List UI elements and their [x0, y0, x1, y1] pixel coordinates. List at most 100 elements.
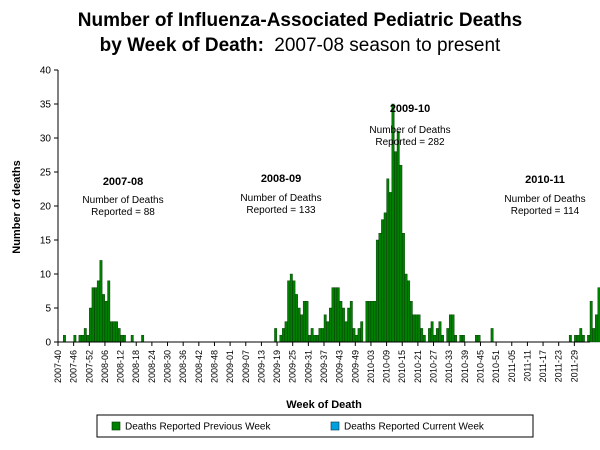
bar	[597, 287, 600, 343]
annotation-2010-11: 2010-11 Number of Deaths Reported = 114	[504, 174, 585, 217]
bar	[451, 314, 455, 343]
bar	[446, 328, 450, 343]
bar	[595, 314, 598, 343]
chart-title-line-2-bold: by Week of Death:	[100, 35, 264, 56]
annotation-title: 2010-11	[525, 174, 565, 186]
legend-label-previous: Deaths Reported Previous Week	[125, 422, 271, 433]
bar	[415, 314, 418, 343]
x-tick-label: 2011-11	[522, 350, 532, 382]
x-tick-label: 2008-48	[209, 350, 219, 383]
bar	[360, 321, 364, 343]
x-tick-label: 2011-29	[569, 350, 579, 382]
bar	[412, 314, 416, 343]
annotation-line-2: Reported = 114	[511, 206, 580, 217]
y-tick-label: 25	[40, 168, 52, 179]
legend-box	[96, 414, 534, 438]
annotation-2008-09: 2008-09 Number of Deaths Reported = 133	[240, 173, 321, 216]
legend-swatch-previous	[111, 421, 121, 431]
bar	[305, 301, 309, 343]
chart-title-line-2: by Week of Death: 2007-08 season to pres…	[100, 35, 501, 56]
bar	[490, 328, 494, 343]
bar	[86, 335, 90, 343]
bar	[318, 328, 322, 343]
bar	[417, 314, 421, 343]
chart-title-line-1: Number of Influenza-Associated Pediatric…	[78, 10, 523, 31]
bar	[336, 287, 340, 343]
legend-swatch-current	[330, 421, 340, 431]
bar	[279, 335, 283, 343]
y-tick-label: 40	[40, 66, 52, 77]
bar	[407, 280, 411, 343]
bar	[91, 287, 95, 343]
bar	[477, 335, 481, 343]
bar	[329, 307, 332, 343]
bar	[310, 328, 314, 343]
x-tick-label: 2008-30	[163, 350, 173, 383]
bar	[295, 294, 298, 343]
bar	[370, 301, 374, 343]
bar	[349, 301, 353, 343]
y-ticks: 0 5 10 15 20 25 30 35 40	[40, 66, 58, 349]
x-tick-label: 2008-18	[131, 350, 141, 383]
bar	[117, 328, 121, 343]
bar	[96, 280, 100, 343]
y-tick-label: 30	[40, 134, 52, 145]
x-tick-label: 2009-31	[303, 350, 313, 383]
bar	[287, 280, 291, 343]
bar	[587, 335, 591, 343]
y-axis-label: Number of deaths	[11, 160, 23, 254]
bar	[94, 287, 98, 343]
x-tick-label: 2007-46	[69, 350, 79, 383]
bar	[381, 219, 384, 343]
annotation-line-1: Number of Deaths	[82, 195, 163, 206]
bar	[313, 335, 317, 343]
x-tick-label: 2008-12	[116, 350, 126, 383]
legend: Deaths Reported Previous Week Deaths Rep…	[96, 414, 534, 438]
x-tick-label: 2008-24	[147, 350, 157, 383]
annotation-line-2: Reported = 133	[246, 205, 316, 216]
bar	[331, 287, 335, 343]
bar	[574, 335, 577, 343]
x-tick-label: 2009-13	[256, 350, 266, 383]
bar	[373, 301, 377, 343]
x-tick-label: 2009-25	[288, 350, 298, 383]
bar	[83, 328, 87, 343]
bar	[433, 335, 437, 343]
bar	[462, 335, 465, 343]
y-tick-label: 15	[40, 236, 52, 247]
x-tick-label: 2007-52	[84, 350, 94, 383]
y-tick-label: 10	[40, 270, 52, 281]
bar	[438, 321, 442, 343]
bar	[459, 335, 463, 343]
bar	[102, 294, 105, 343]
bar	[81, 335, 85, 343]
bar	[130, 335, 134, 343]
x-tick-label: 2010-27	[429, 350, 439, 383]
bar	[107, 280, 111, 343]
x-tick-label: 2009-07	[241, 350, 251, 383]
y-tick-label: 20	[40, 202, 52, 213]
bar	[141, 335, 145, 343]
bar	[428, 328, 431, 343]
bar	[89, 307, 92, 343]
bar	[73, 335, 77, 343]
annotation-line-2: Reported = 282	[375, 137, 445, 148]
x-tick-label: 2007-40	[53, 350, 63, 383]
bar	[576, 335, 580, 343]
annotation-title: 2009-10	[390, 103, 430, 115]
bar	[420, 328, 424, 343]
x-tick-label: 2011-23	[554, 350, 564, 382]
bar	[579, 328, 583, 343]
bar	[581, 335, 585, 343]
bar	[409, 301, 413, 343]
bar	[394, 151, 398, 343]
bar	[357, 328, 361, 343]
annotation-line-1: Number of Deaths	[240, 193, 321, 204]
bar	[284, 321, 288, 343]
annotation-title: 2008-09	[261, 173, 301, 185]
bar	[109, 321, 113, 343]
bar	[365, 301, 369, 343]
y-tick-label: 35	[40, 100, 52, 111]
bar	[355, 335, 358, 343]
bar	[104, 301, 108, 343]
